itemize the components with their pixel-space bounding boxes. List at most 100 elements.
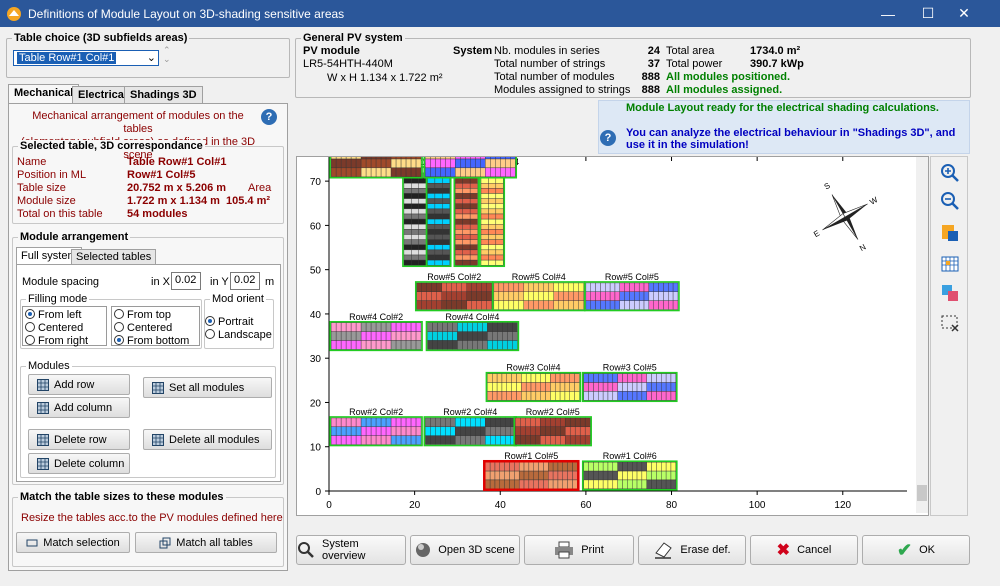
spin-arrows-icon[interactable]: ⌃ ⌄ (163, 46, 171, 64)
add-column-button[interactable]: Add column (28, 397, 130, 418)
radio-from-left[interactable]: From left (25, 309, 81, 321)
pv-module-cell (411, 436, 416, 445)
from-right-label: From right (38, 335, 88, 347)
pv-module-cell (509, 283, 514, 292)
pv-table-row-1-col-6[interactable]: Row#1 Col#6 (583, 451, 677, 490)
subtab-selected-tables[interactable]: Selected tables (71, 249, 156, 264)
pv-module-cell (341, 159, 346, 168)
modules-label: Total number of modules (494, 71, 614, 83)
pv-module-cell (490, 471, 495, 480)
table-choice-value: Table Row#1 Col#1 (17, 52, 116, 64)
pv-table-row-2-col-2[interactable]: Row#2 Col#2 (330, 407, 422, 446)
tab-shadings-3d[interactable]: Shadings 3D (124, 86, 203, 104)
match-selection-button[interactable]: Match selection (16, 532, 130, 553)
pv-module-cell (605, 292, 610, 301)
pv-module-cell (356, 332, 361, 341)
delete-all-modules-button[interactable]: Delete all modules (143, 429, 272, 450)
pv-module-cell (346, 418, 351, 427)
pv-module-cell (351, 157, 356, 159)
radio-landscape[interactable]: Landscape (205, 329, 272, 341)
module-layout-chart[interactable]: 0 20 40 60 80 100 120 0 10 20 30 40 50 60 70 Row#1 Col#… (297, 157, 930, 517)
tab-mechanical[interactable]: Mechanical (8, 84, 79, 104)
deselect-icon[interactable] (938, 311, 962, 335)
radio-centered-h[interactable]: Centered (25, 322, 83, 334)
scrollbar-thumb[interactable] (917, 485, 927, 501)
table-grid-icon[interactable] (938, 251, 962, 275)
spacing-x-input[interactable]: 0.02 (171, 272, 201, 290)
pv-module-cell (613, 480, 618, 489)
info-icon[interactable]: ? (261, 109, 277, 125)
pv-module-cell (455, 260, 462, 265)
pv-module-cell (346, 159, 351, 168)
pv-module-cell (361, 418, 366, 427)
move-table-icon[interactable] (938, 281, 962, 305)
pv-module-cell (481, 260, 488, 265)
pv-module-cell (404, 188, 411, 193)
y-tick-label: 60 (310, 221, 322, 232)
add-row-button[interactable]: Add row (28, 374, 130, 395)
pv-module-cell (572, 471, 577, 480)
add-column-label: Add column (54, 402, 112, 414)
ok-button[interactable]: ✔ OK (862, 535, 970, 565)
radio-portrait[interactable]: Portrait (205, 316, 253, 328)
pv-module-cell (460, 418, 465, 427)
pv-module-cell (401, 418, 406, 427)
pv-module-cell (472, 332, 477, 341)
table-choice-select[interactable]: Table Row#1 Col#1 ⌄ (13, 50, 159, 66)
pv-module-cell (629, 301, 634, 310)
pv-module-cell (401, 157, 406, 159)
pv-table-label: Row#2 Col#5 (526, 407, 580, 417)
pv-module-cell (404, 178, 411, 183)
pv-module-cell (401, 427, 406, 436)
delete-column-button[interactable]: Delete column (28, 453, 130, 474)
maximize-button[interactable]: ☐ (908, 0, 948, 27)
pv-module-cell (656, 374, 661, 383)
radio-from-right[interactable]: From right (25, 335, 88, 347)
pv-table-row-5-col-4[interactable]: Row#5 Col#4 (493, 272, 585, 311)
pv-module-cell (417, 301, 422, 310)
pv-module-cell (480, 159, 485, 168)
open-3d-scene-button[interactable]: Open 3D scene (410, 535, 520, 565)
delete-row-button[interactable]: Delete row (28, 429, 130, 450)
help-icon[interactable]: ? (600, 130, 616, 146)
pv-table-row-2-col-5[interactable]: Row#2 Col#5 (514, 407, 591, 446)
pv-module-cell (625, 292, 630, 301)
zoom-out-icon[interactable] (938, 189, 962, 213)
pv-table-row-3-col-4[interactable]: Row#3 Col#4 (486, 363, 580, 402)
pv-module-cell (519, 292, 524, 301)
print-button[interactable]: Print (524, 535, 634, 565)
pv-module-cell (481, 183, 488, 188)
pv-table-row-3-col-5[interactable]: Row#3 Col#5 (583, 363, 677, 402)
pv-module-cell (366, 159, 371, 168)
erase-def-button[interactable]: Erase def. (638, 535, 746, 565)
pv-table-row-2-col-4[interactable]: Row#2 Col#4 (424, 407, 516, 446)
pv-module-cell (572, 462, 577, 471)
pv-table-row-4-col-4[interactable]: Row#4 Col#4 (426, 312, 518, 351)
match-all-tables-button[interactable]: Match all tables (135, 532, 277, 553)
pv-module-cell (361, 332, 366, 341)
pv-module-cell (673, 292, 678, 301)
close-button[interactable]: ✕ (944, 0, 984, 27)
zoom-in-icon[interactable] (938, 161, 962, 185)
pv-table-row-1-col-5[interactable]: Row#1 Col#5 (484, 451, 578, 490)
radio-centered-v[interactable]: Centered (114, 322, 172, 334)
minimize-button[interactable]: — (868, 0, 908, 27)
pv-module-cell (463, 255, 470, 260)
pv-module-cell (548, 471, 553, 480)
cancel-button[interactable]: ✖ Cancel (750, 535, 858, 565)
paint-table-icon[interactable] (938, 221, 962, 245)
pv-table-row-7-col-2[interactable]: Row#7 Col#2 (424, 157, 516, 178)
pv-table-row-5-col-2[interactable]: Row#5 Col#2 (416, 272, 493, 311)
pv-module-cell (666, 374, 671, 383)
pv-module-cell (425, 418, 430, 427)
pv-table-row-7-col-1[interactable]: Row#7 Col#1 (330, 157, 422, 178)
vertical-scrollbar[interactable] (916, 157, 928, 513)
spacing-y-input[interactable]: 0.02 (230, 272, 260, 290)
system-overview-button[interactable]: System overview (296, 535, 406, 565)
radio-from-top[interactable]: From top (114, 309, 171, 321)
pv-module-cell (512, 323, 517, 332)
pv-table-row-4-col-2[interactable]: Row#4 Col#2 (330, 312, 422, 351)
pv-table-row-5-col-5[interactable]: Row#5 Col#5 (585, 272, 679, 311)
radio-from-bottom[interactable]: From bottom (114, 335, 189, 347)
set-all-modules-button[interactable]: Set all modules (143, 377, 272, 398)
